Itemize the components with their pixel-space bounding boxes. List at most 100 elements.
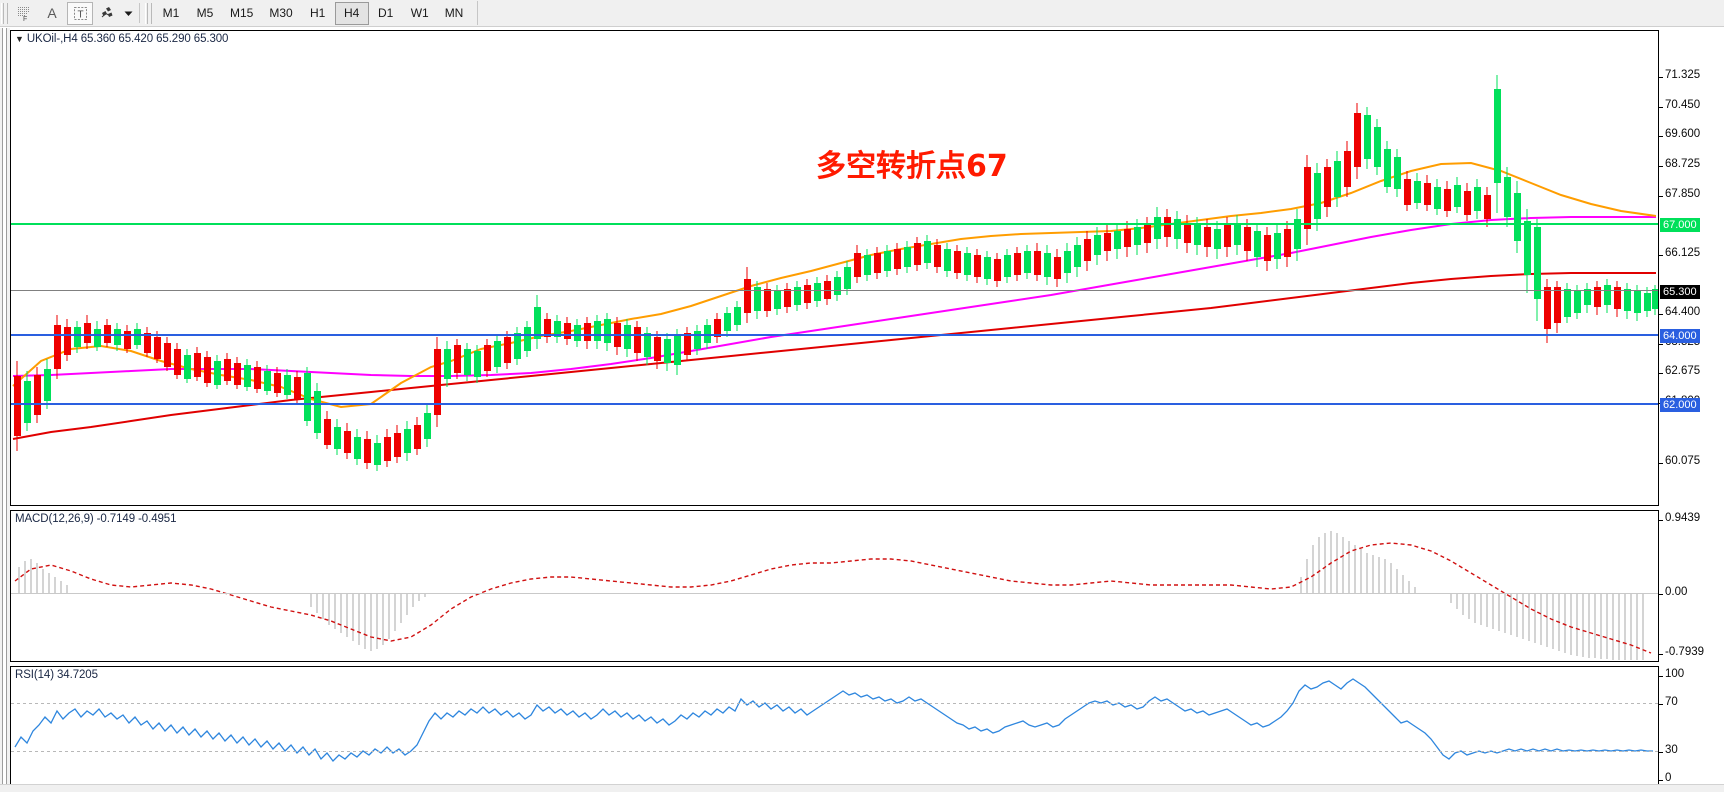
price-level-tag-65300[interactable]: 65.300 [1660, 285, 1700, 299]
timeframe-button-m5[interactable]: M5 [196, 6, 214, 20]
timeframe-button-m1[interactable]: M1 [162, 6, 180, 20]
price-pane-label: ▼ UKOil-,H4 65.360 65.420 65.290 65.300 [15, 33, 228, 45]
chart-area: 多空转折点67 ▼ UKOil-,H4 65.360 65.420 65.290 … [0, 28, 1724, 792]
macd-pane-label: MACD(12,26,9) -0.7149 -0.4951 [15, 513, 177, 525]
ma-mid-line [12, 216, 1656, 377]
tick-dash [1659, 344, 1663, 345]
chevron-down-glyph [124, 11, 133, 16]
tick-dash [1659, 314, 1663, 315]
status-bar [0, 784, 1724, 792]
macd-signal-line [14, 542, 1652, 654]
tick-dash [1659, 676, 1663, 677]
tick-dash [1659, 594, 1663, 595]
timeframe-drag-handle[interactable] [145, 2, 152, 24]
macd-pane-inner [11, 511, 1658, 661]
chart-annotation-text[interactable]: 多空转折点67 [816, 149, 1008, 184]
price-tick-label: 70.450 [1665, 99, 1701, 111]
macd-axis[interactable]: 0.9439 0.00 -0.7939 [1659, 510, 1724, 662]
rsi-pane-label: RSI(14) 34.7205 [15, 669, 98, 681]
tick-dash [1659, 752, 1663, 753]
text-label-glyph: T [73, 6, 87, 20]
tick-dash [1659, 520, 1663, 521]
price-tick-label: 68.725 [1665, 158, 1701, 170]
price-level-tag-64000[interactable]: 64.000 [1660, 329, 1700, 343]
macd-tick: 0.9439 [1659, 512, 1724, 524]
timeframe-button-mn[interactable]: MN [444, 6, 464, 20]
price-tick: 60.075 [1659, 455, 1724, 467]
timeframe-button-m15[interactable]: M15 [230, 6, 254, 20]
macd-tick-label: 0.00 [1665, 586, 1688, 598]
macd-chart-svg [14, 531, 1652, 660]
toolbar-end-separator [477, 1, 479, 25]
tick-dash [1659, 780, 1663, 781]
level-line-67 [11, 223, 1658, 225]
timeframe-button-m30[interactable]: M30 [269, 6, 293, 20]
toolbar-drag-handle[interactable] [1, 2, 8, 24]
timeframe-button-h4[interactable]: H4 [334, 1, 369, 25]
price-tick: 71.325 [1659, 69, 1724, 81]
level-line-65300 [11, 290, 1658, 291]
price-pane[interactable]: 多空转折点67 ▼ UKOil-,H4 65.360 65.420 65.290 … [10, 30, 1659, 506]
tick-dash [1659, 136, 1663, 137]
price-tick-label: 69.600 [1665, 128, 1701, 140]
rsi-pane[interactable]: RSI(14) 34.7205 [10, 666, 1659, 788]
level-line-64 [11, 334, 1658, 336]
macd-tick: -0.7939 [1659, 646, 1724, 658]
timeframe-button-w1[interactable]: W1 [410, 6, 429, 20]
tick-dash [1659, 255, 1663, 256]
tick-dash [1659, 107, 1663, 108]
price-tick: 62.675 [1659, 365, 1724, 377]
crosshair-f-glyph: F [17, 6, 29, 22]
rsi-guide-70 [11, 703, 1658, 704]
pane-collapse-icon[interactable]: ▼ [15, 34, 24, 44]
rsi-tick: 70 [1659, 696, 1724, 708]
rsi-chart-svg [14, 678, 1653, 762]
rsi-tick-label: 0 [1665, 772, 1672, 784]
price-tick: 67.850 [1659, 188, 1724, 200]
ma-slow-line [12, 272, 1656, 440]
price-tick: 64.400 [1659, 306, 1724, 318]
price-level-tag-62000[interactable]: 62.000 [1660, 398, 1700, 412]
rsi-axis[interactable]: 100 70 30 0 [1659, 666, 1724, 788]
price-tick-label: 62.675 [1665, 365, 1701, 377]
timeframe-button-h1[interactable]: H1 [310, 6, 326, 20]
rsi-tick-label: 30 [1665, 744, 1678, 756]
tick-dash [1659, 196, 1663, 197]
price-tick-label: 67.850 [1665, 188, 1701, 200]
price-tick-label: 60.075 [1665, 455, 1701, 467]
vertical-splitter[interactable] [0, 28, 10, 792]
price-tick: 68.725 [1659, 158, 1724, 170]
price-tick: 66.125 [1659, 247, 1724, 259]
rsi-tick-label: 100 [1665, 668, 1685, 680]
macd-histogram [18, 531, 1644, 660]
symbol-ohlc-text: UKOil-,H4 65.360 65.420 65.290 65.300 [26, 33, 229, 45]
main-toolbar: F A T M1 M5 M15 M30 H [0, 0, 1724, 27]
text-a-glyph: A [47, 5, 57, 21]
svg-text:T: T [77, 9, 83, 20]
price-tick-label: 66.125 [1665, 247, 1701, 259]
tick-dash [1659, 77, 1663, 78]
price-tick: 63.525 [1659, 336, 1724, 348]
dropdown-arrow-icon[interactable] [122, 2, 135, 25]
macd-pane[interactable]: MACD(12,26,9) -0.7149 -0.4951 [10, 510, 1659, 662]
text-label-icon[interactable]: T [67, 1, 93, 25]
rsi-tick: 100 [1659, 668, 1724, 680]
objects-icon[interactable] [95, 2, 121, 25]
rsi-guide-30 [11, 751, 1658, 752]
price-tick-label: 71.325 [1665, 69, 1701, 81]
macd-tick-label: -0.7939 [1665, 646, 1705, 658]
price-tick-label: 64.400 [1665, 306, 1701, 318]
price-pane-inner: 多空转折点67 [11, 31, 1658, 505]
price-chart-svg [12, 75, 1658, 471]
timeframe-button-d1[interactable]: D1 [378, 6, 394, 20]
rsi-tick: 0 [1659, 772, 1724, 784]
level-line-62 [11, 403, 1658, 405]
text-a-icon[interactable]: A [39, 2, 65, 25]
tick-dash [1659, 704, 1663, 705]
price-axis[interactable]: 71.325 70.450 69.600 68.725 67.850 66.125 64.4… [1659, 30, 1724, 506]
macd-tick: 0.00 [1659, 586, 1724, 598]
price-level-tag-67000[interactable]: 67.000 [1660, 218, 1700, 232]
price-tick: 69.600 [1659, 128, 1724, 140]
crosshair-f-icon[interactable]: F [11, 2, 37, 25]
